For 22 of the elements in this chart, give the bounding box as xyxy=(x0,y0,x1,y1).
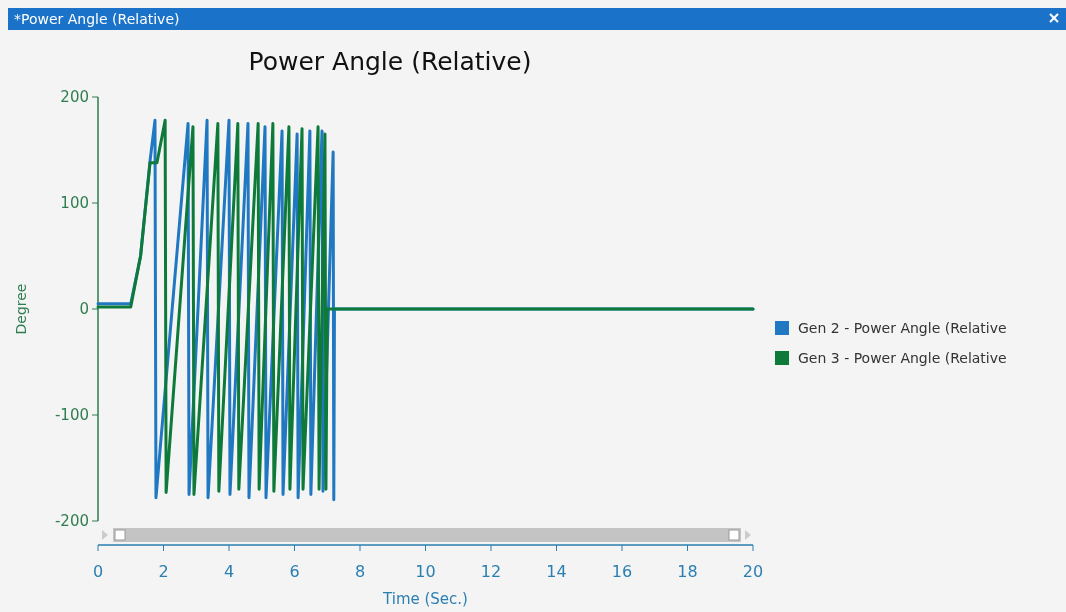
x-tick-label: 2 xyxy=(158,562,169,581)
y-tick-label: -100 xyxy=(54,406,89,425)
x-tick-label: 6 xyxy=(289,562,300,581)
y-tick-label: -200 xyxy=(54,512,89,531)
x-tick-label: 16 xyxy=(611,562,633,581)
text: *Power Angle (Relative) xyxy=(14,11,180,27)
x-tick-label: 12 xyxy=(480,562,502,581)
x-tick-label: 4 xyxy=(223,562,235,581)
y-axis-title: Degree xyxy=(13,283,29,335)
x-tick-label: 14 xyxy=(546,562,567,581)
y-tick-label: 200 xyxy=(60,88,89,107)
legend-label: Gen 3 - Power Angle (Relative xyxy=(798,349,1007,366)
x-tick-label: 18 xyxy=(677,562,698,581)
x-tick-label: 0 xyxy=(92,562,104,581)
x-tick-label: 20 xyxy=(742,562,764,581)
x-axis-title: Time (Sec.) xyxy=(382,590,468,608)
legend-label: Gen 2 - Power Angle (Relative xyxy=(798,319,1007,336)
y-tick-label: 100 xyxy=(60,194,89,213)
x-tick-label: 8 xyxy=(354,562,366,581)
y-tick-label: 0 xyxy=(79,300,89,319)
chart-title: Power Angle (Relative) xyxy=(248,47,532,76)
x-tick-label: 10 xyxy=(415,562,436,581)
